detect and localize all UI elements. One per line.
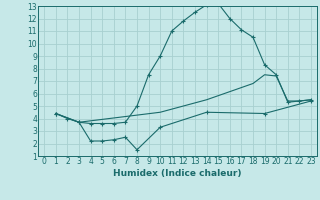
- X-axis label: Humidex (Indice chaleur): Humidex (Indice chaleur): [113, 169, 242, 178]
